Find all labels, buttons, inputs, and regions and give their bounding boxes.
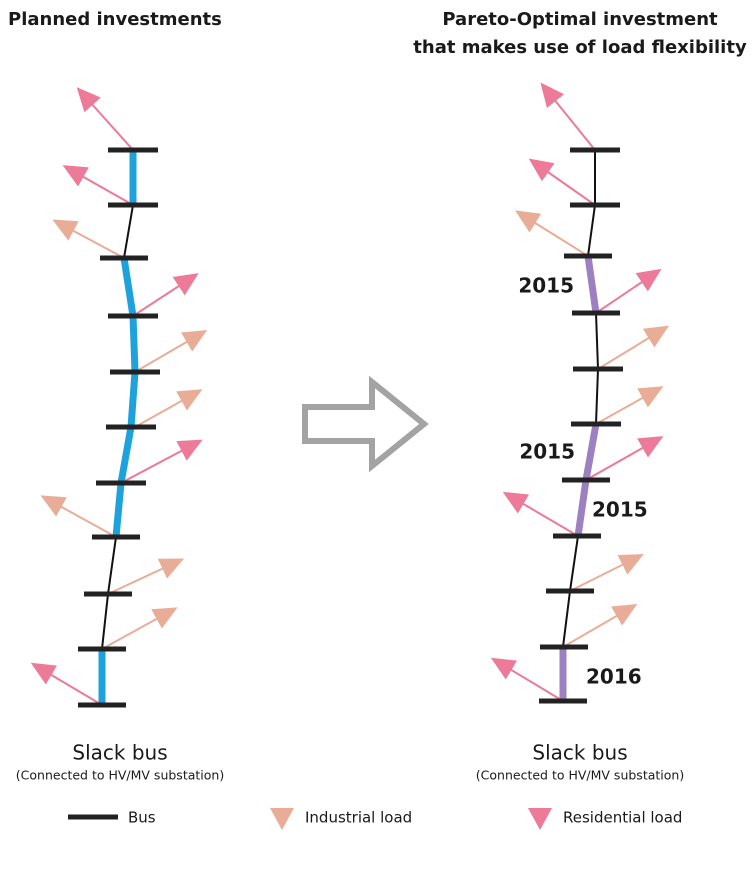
slack-label: Slack bus (72, 741, 167, 765)
year-label: 2016 (586, 665, 642, 689)
right-title: Pareto-Optimal investment (442, 9, 718, 30)
slack-note: (Connected to HV/MV substation) (16, 768, 224, 783)
legend-label: Bus (128, 809, 156, 827)
year-label: 2015 (592, 498, 648, 522)
transition-arrow (302, 375, 429, 473)
year-label: 2015 (518, 274, 574, 298)
legend-label: Industrial load (305, 809, 412, 827)
legend-label: Residential load (563, 809, 682, 827)
year-label: 2015 (519, 440, 575, 464)
right-network (490, 82, 670, 704)
legend: Bus Industrial load Residential load (68, 808, 682, 830)
left-network (30, 87, 208, 708)
left-title: Planned investments (8, 9, 222, 30)
slack-note: (Connected to HV/MV substation) (476, 768, 684, 783)
right-title: that makes use of load flexibility (413, 37, 747, 58)
slack-label: Slack bus (532, 741, 627, 765)
